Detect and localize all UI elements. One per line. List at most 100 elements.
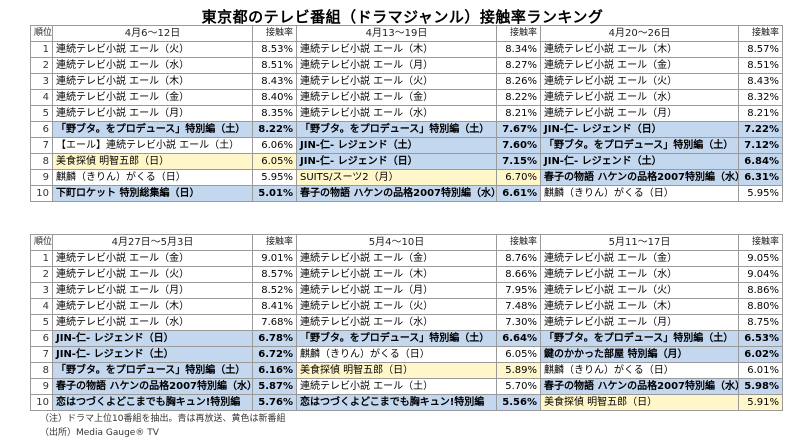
rank-cell: 6	[30, 330, 53, 347]
program-name-cell: 連続テレビ小説 エール（月）	[52, 282, 253, 299]
rate-cell: 8.27%	[496, 57, 541, 74]
table-row: 4 連続テレビ小説 エール（金） 8.40% 連続テレビ小説 エール（金） 8.22% 連…	[30, 89, 783, 106]
program-name-cell: 「野ブタ。をプロデュース」特別編（土）	[296, 330, 497, 347]
rate-cell: 8.76%	[496, 250, 541, 267]
program-name-cell: 春子の物語 ハケンの品格2007特別編（水）	[296, 185, 497, 202]
program-name-cell: 連続テレビ小説 エール（月）	[296, 57, 497, 74]
program-name-cell: JIN-仁- レジェンド（土）	[296, 137, 497, 154]
rate-cell: 7.68%	[252, 314, 297, 331]
rate-cell: 8.51%	[738, 57, 783, 74]
rank-header: 順位	[30, 25, 53, 42]
program-name-cell: 連続テレビ小説 エール（月）	[540, 314, 739, 331]
rate-cell: 6.84%	[738, 153, 783, 170]
rate-header: 接触率	[496, 234, 541, 251]
rate-cell: 5.89%	[496, 362, 541, 379]
rate-cell: 8.32%	[738, 89, 783, 106]
program-name-cell: 春子の物語 ハケンの品格2007特別編（水）	[540, 169, 739, 186]
table-row: 3 連続テレビ小説 エール（木） 8.43% 連続テレビ小説 エール（火） 8.26% 連…	[30, 73, 783, 90]
program-name-cell: 連続テレビ小説 エール（木）	[540, 41, 739, 58]
table-row: 9 麒麟（きりん）がくる（日） 5.95% SUITS/スーツ2（月） 6.70% 春子の…	[30, 169, 783, 186]
rate-cell: 8.40%	[252, 89, 297, 106]
program-name-cell: 「野ブタ。をプロデュース」特別編（土）	[52, 121, 253, 138]
program-name-cell: 麒麟（きりん）がくる（日）	[52, 169, 253, 186]
table-header-row: 順位 4月6～12日 接触率 4月13～19日 接触率 4月20～26日 接触率	[30, 25, 783, 42]
program-name-cell: 美食探偵 明智五郎（日）	[52, 153, 253, 170]
program-name-cell: 連続テレビ小説 エール（木）	[296, 266, 497, 283]
table-row: 3 連続テレビ小説 エール（月） 8.52% 連続テレビ小説 エール（月） 7.95% 連…	[30, 282, 783, 299]
program-name-cell: 連続テレビ小説 エール（火）	[52, 41, 253, 58]
program-name-cell: 連続テレビ小説 エール（金）	[296, 89, 497, 106]
rate-cell: 5.95%	[252, 169, 297, 186]
rate-header: 接触率	[738, 25, 783, 42]
table-row: 6 JIN-仁- レジェンド（日） 6.78% 「野ブタ。をプロデュース」特別編（土）…	[30, 330, 783, 347]
program-name-cell: 連続テレビ小説 エール（金）	[52, 89, 253, 106]
rate-cell: 5.70%	[496, 378, 541, 395]
table-row: 7 JIN-仁- レジェンド（土） 6.72% 麒麟（きりん）がくる（日） 6.05% 鍵…	[30, 346, 783, 363]
rate-cell: 9.01%	[252, 250, 297, 267]
week-header: 4月20～26日	[540, 25, 739, 42]
rank-cell: 5	[30, 105, 53, 122]
rank-cell: 3	[30, 282, 53, 299]
rank-cell: 1	[30, 250, 53, 267]
program-name-cell: 連続テレビ小説 エール（金）	[296, 250, 497, 267]
rate-cell: 8.22%	[496, 89, 541, 106]
rate-cell: 8.51%	[252, 57, 297, 74]
rate-cell: 8.57%	[252, 266, 297, 283]
rate-cell: 6.72%	[252, 346, 297, 363]
table-row: 10 下町ロケット 特別総集編（日） 5.01% 春子の物語 ハケンの品格2007特別…	[30, 185, 783, 202]
rate-cell: 6.61%	[496, 185, 541, 202]
rate-cell: 8.21%	[496, 105, 541, 122]
rate-header: 接触率	[252, 234, 297, 251]
program-name-cell: 連続テレビ小説 エール（土）	[296, 378, 497, 395]
program-name-cell: 【エール】連続テレビ小説 エール（土）	[52, 137, 253, 154]
rate-cell: 8.34%	[496, 41, 541, 58]
rank-cell: 4	[30, 89, 53, 106]
program-name-cell: 春子の物語 ハケンの品格2007特別編（水）	[52, 378, 253, 395]
rate-cell: 6.05%	[252, 153, 297, 170]
program-name-cell: 連続テレビ小説 エール（木）	[52, 298, 253, 315]
rate-cell: 5.91%	[738, 394, 783, 411]
program-name-cell: 連続テレビ小説 エール（木）	[540, 298, 739, 315]
rate-cell: 7.48%	[496, 298, 541, 315]
rate-cell: 7.15%	[496, 153, 541, 170]
rate-header: 接触率	[738, 234, 783, 251]
rate-cell: 8.41%	[252, 298, 297, 315]
program-name-cell: 連続テレビ小説 エール（火）	[296, 298, 497, 315]
table-row: 1 連続テレビ小説 エール（火） 8.53% 連続テレビ小説 エール（木） 8.34% 連…	[30, 41, 783, 58]
table-row: 10 恋はつづくよどこまでも胸キュン!特別編 5.76% 恋はつづくよどこまでも胸キュ…	[30, 394, 783, 411]
rank-cell: 9	[30, 169, 53, 186]
program-name-cell: 麒麟（きりん）がくる（日）	[540, 185, 739, 202]
program-name-cell: 「野ブタ。をプロデュース」特別編（土）	[540, 330, 739, 347]
rate-cell: 6.05%	[496, 346, 541, 363]
rate-cell: 5.56%	[496, 394, 541, 411]
rate-cell: 8.86%	[738, 282, 783, 299]
table-row: 8 「野ブタ。をプロデュース」特別編（土） 6.16% 美食探偵 明智五郎（日） 5.8…	[30, 362, 783, 379]
program-name-cell: 鍵のかかった部屋 特別編（月）	[540, 346, 739, 363]
rank-cell: 3	[30, 73, 53, 90]
table-row: 6 「野ブタ。をプロデュース」特別編（土） 8.22% 「野ブタ。をプロデュース」特別…	[30, 121, 783, 138]
program-name-cell: 「野ブタ。をプロデュース」特別編（土）	[52, 362, 253, 379]
rate-cell: 5.95%	[738, 185, 783, 202]
table-row: 2 連続テレビ小説 エール（火） 8.57% 連続テレビ小説 エール（木） 8.66% 連…	[30, 266, 783, 283]
rank-cell: 6	[30, 121, 53, 138]
program-name-cell: 麒麟（きりん）がくる（日）	[540, 362, 739, 379]
week-header: 5月4～10日	[296, 234, 497, 251]
rate-cell: 5.98%	[738, 378, 783, 395]
program-name-cell: 連続テレビ小説 エール（金）	[52, 250, 253, 267]
week-header: 5月11～17日	[540, 234, 739, 251]
rank-cell: 9	[30, 378, 53, 395]
rate-cell: 6.16%	[252, 362, 297, 379]
rank-cell: 5	[30, 314, 53, 331]
rank-cell: 10	[30, 394, 53, 411]
rank-cell: 8	[30, 362, 53, 379]
program-name-cell: 「野ブタ。をプロデュース」特別編（土）	[296, 121, 497, 138]
rate-cell: 7.12%	[738, 137, 783, 154]
rate-header: 接触率	[252, 25, 297, 42]
rank-cell: 8	[30, 153, 53, 170]
rank-cell: 7	[30, 137, 53, 154]
table-header-row: 順位 4月27日～5月3日 接触率 5月4～10日 接触率 5月11～17日 接…	[30, 234, 783, 251]
rank-cell: 10	[30, 185, 53, 202]
rate-cell: 7.67%	[496, 121, 541, 138]
rate-cell: 6.53%	[738, 330, 783, 347]
program-name-cell: 連続テレビ小説 エール（月）	[540, 105, 739, 122]
